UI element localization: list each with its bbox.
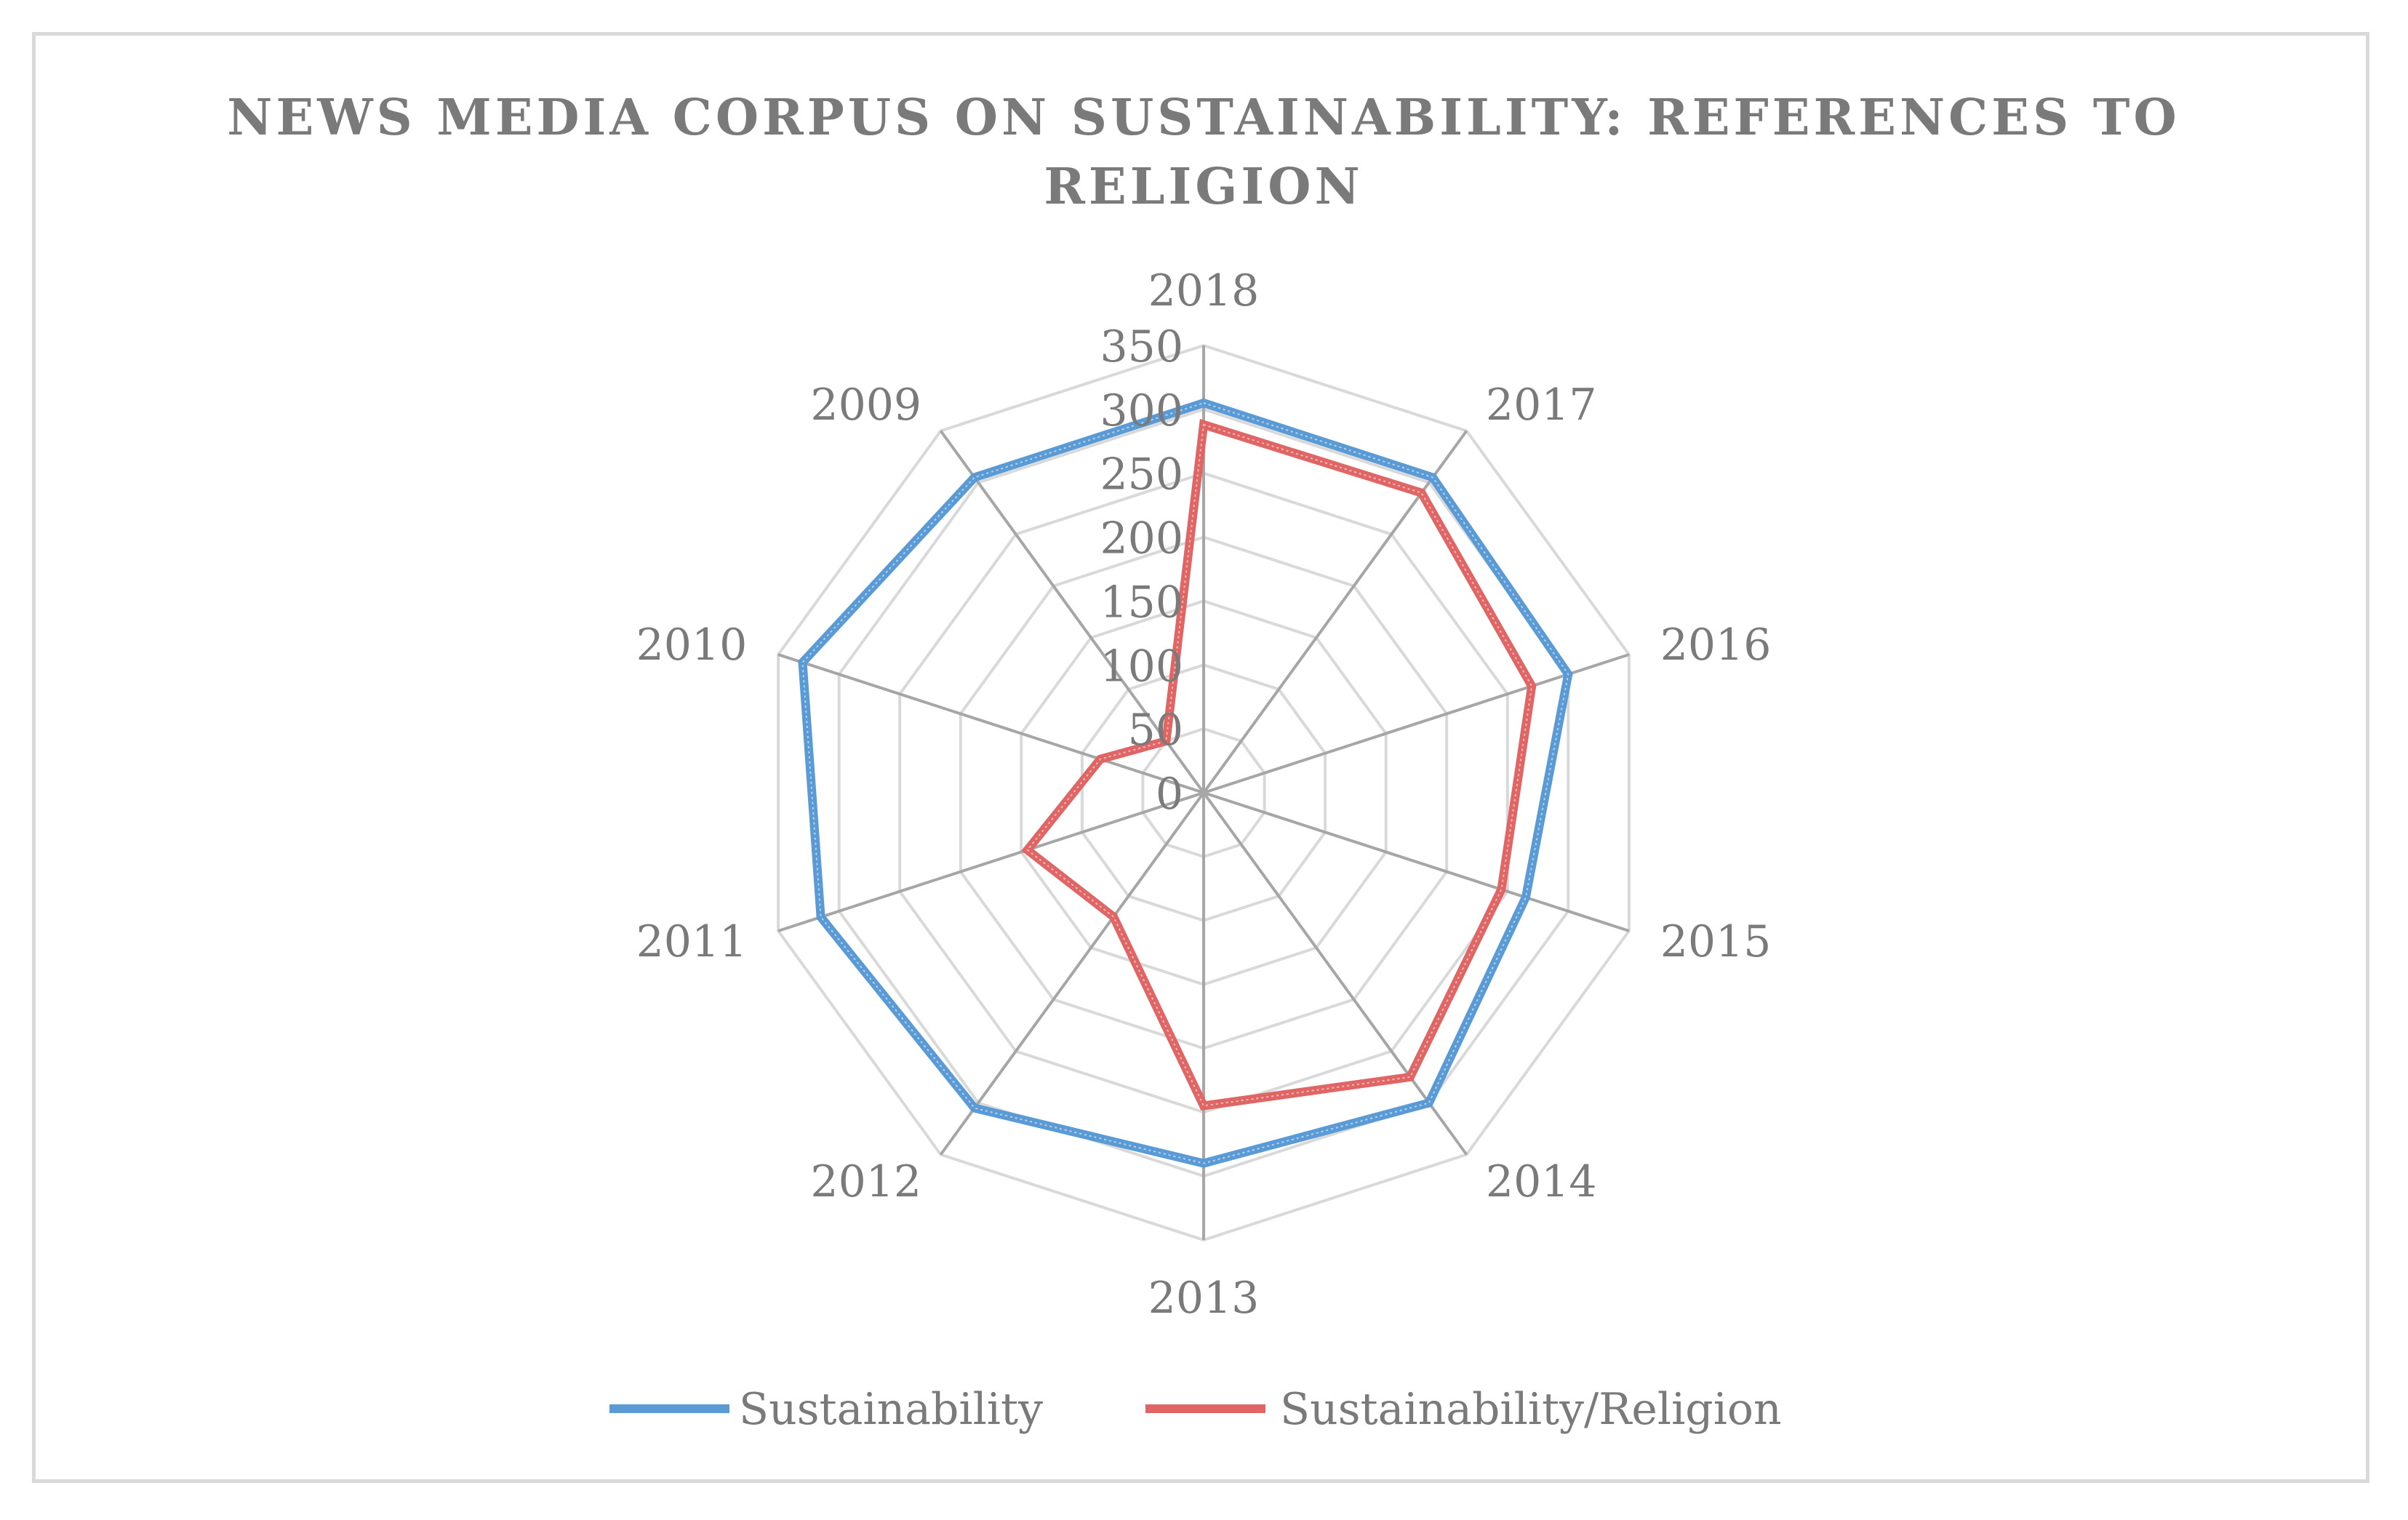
category-label-2015: 2015 <box>1660 916 1772 967</box>
spoke-2011 <box>777 791 1204 932</box>
legend-label-sustainability: Sustainability <box>739 1384 1043 1435</box>
tick-label-100: 100 <box>1100 641 1183 692</box>
category-label-2012: 2012 <box>810 1156 921 1207</box>
category-label-2013: 2013 <box>1148 1273 1260 1324</box>
legend: Sustainability Sustainability/Religion <box>609 1384 1782 1435</box>
category-label-2016: 2016 <box>1660 620 1772 671</box>
spoke-2009 <box>939 430 1205 794</box>
spoke-2014 <box>1202 791 1468 1156</box>
series-texture-sustainability <box>801 402 1569 1164</box>
tick-label-350: 350 <box>1100 321 1183 372</box>
radar-grid <box>777 343 1631 1242</box>
category-label-2014: 2014 <box>1486 1156 1597 1207</box>
category-label-2009: 2009 <box>810 380 921 431</box>
tick-label-300: 300 <box>1100 385 1183 436</box>
radar-series <box>798 398 1573 1168</box>
chart-frame <box>32 32 2369 1483</box>
chart-title-line-1: NEWS MEDIA CORPUS ON SUSTAINABILITY: REF… <box>227 89 2180 147</box>
spoke-2010 <box>777 653 1204 794</box>
series-line-sustainability-religion <box>1021 419 1537 1111</box>
spoke-2016 <box>1203 653 1630 794</box>
category-label-2010: 2010 <box>636 620 748 671</box>
spoke-2015 <box>1203 791 1630 932</box>
category-label-2018: 2018 <box>1148 265 1260 316</box>
chart-title-line-2: RELIGION <box>1044 158 1363 216</box>
category-label-2011: 2011 <box>636 916 748 967</box>
legend-label-sustainability-religion: Sustainability/Religion <box>1280 1384 1782 1435</box>
tick-label-150: 150 <box>1100 577 1183 628</box>
spoke-2012 <box>939 791 1205 1156</box>
tick-label-250: 250 <box>1100 449 1183 500</box>
tick-label-200: 200 <box>1100 513 1183 564</box>
category-label-2017: 2017 <box>1486 380 1597 431</box>
tick-label-50: 50 <box>1128 705 1183 756</box>
tick-label-0: 0 <box>1156 769 1183 820</box>
